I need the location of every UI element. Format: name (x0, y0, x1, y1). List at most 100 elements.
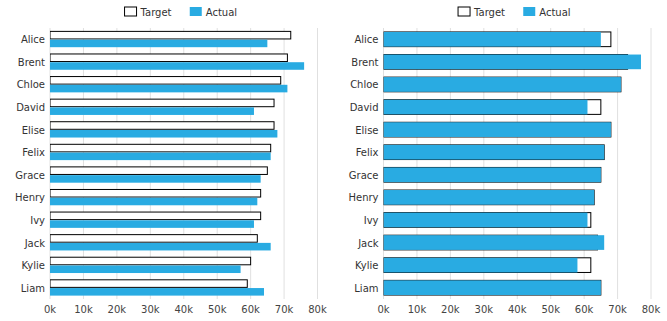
bar (384, 280, 601, 295)
bar (384, 55, 641, 70)
bar (50, 288, 264, 296)
y-tick-label: Jack (357, 238, 379, 249)
legend-swatch (125, 7, 137, 16)
y-tick-label: Alice (354, 34, 378, 45)
bar (50, 198, 257, 206)
y-tick-label: Grace (15, 170, 45, 181)
y-tick-label: David (350, 102, 379, 113)
y-tick-label: Grace (349, 170, 379, 181)
bar (384, 213, 591, 228)
grid-line (317, 28, 318, 299)
legend: Target Actual (458, 7, 571, 18)
y-tick-label: Liam (354, 283, 378, 294)
y-tick-label: Jack (24, 238, 46, 249)
x-tick-label: 20k (441, 304, 460, 315)
x-tick-label: 70k (275, 304, 294, 315)
bar (50, 280, 247, 288)
bar (50, 107, 254, 115)
y-tick-label: Chloe (350, 79, 378, 90)
bar (50, 31, 291, 39)
bar (50, 85, 287, 93)
bar (384, 190, 595, 205)
y-tick-label: David (16, 102, 45, 113)
x-tick-label: 80k (642, 304, 661, 315)
legend-swatch (523, 7, 535, 16)
legend-label: Actual (539, 7, 570, 18)
x-tick-label: 30k (475, 304, 494, 315)
y-tick-label: Kylie (355, 260, 378, 271)
bar (384, 258, 578, 273)
bar (384, 235, 605, 250)
y-tick-label: Liam (21, 283, 45, 294)
legend-label: Actual (206, 7, 237, 18)
bar (384, 100, 588, 115)
bar (50, 62, 304, 70)
bar (384, 145, 605, 160)
y-tick-label: Felix (22, 147, 45, 158)
x-tick-label: 40k (508, 304, 527, 315)
x-tick-label: 0k (377, 304, 389, 315)
legend-swatch (190, 7, 202, 16)
legend-label: Target (473, 7, 505, 18)
y-tick-label: Henry (348, 192, 378, 203)
bar (384, 77, 621, 92)
bar (384, 258, 591, 273)
x-tick-label: 60k (575, 304, 594, 315)
panel: 0k10k20k30k40k50k60k70k80kAliceBrentChlo… (15, 7, 327, 316)
legend: Target Actual (125, 7, 238, 18)
bar (50, 265, 241, 273)
bar (384, 190, 595, 205)
bar (384, 280, 601, 295)
bars (50, 31, 304, 295)
y-tick-label: Ivy (30, 215, 45, 226)
x-tick-label: 40k (174, 304, 193, 315)
bar (50, 40, 267, 48)
bar (50, 99, 274, 107)
bar (384, 32, 601, 47)
bar (50, 243, 271, 251)
legend-label: Target (140, 7, 172, 18)
bar (50, 144, 271, 152)
bar (384, 77, 621, 92)
y-tick-label: Elise (355, 125, 378, 136)
bar (384, 100, 601, 115)
x-tick-label: 50k (541, 304, 560, 315)
y-tick-label: Ivy (364, 215, 379, 226)
bar (50, 212, 261, 220)
panel: 0k10k20k30k40k50k60k70k80kAliceBrentChlo… (348, 7, 660, 316)
bar (384, 167, 601, 182)
bars (384, 32, 641, 295)
legend-swatch (458, 7, 470, 16)
bar (384, 213, 588, 228)
x-tick-label: 10k (408, 304, 427, 315)
grid-line (651, 28, 652, 299)
y-tick-label: Henry (15, 192, 45, 203)
bar (50, 220, 254, 228)
bar (50, 153, 271, 161)
x-tick-label: 80k (308, 304, 327, 315)
bar (384, 167, 601, 182)
bar (50, 189, 261, 197)
bar (384, 145, 605, 160)
y-tick-label: Alice (21, 34, 45, 45)
y-tick-label: Felix (356, 147, 379, 158)
bar (50, 130, 277, 138)
bar (50, 235, 257, 243)
y-tick-label: Brent (18, 57, 45, 68)
y-tick-label: Chloe (17, 79, 45, 90)
bar (50, 167, 267, 175)
bar (384, 122, 611, 137)
x-tick-label: 50k (208, 304, 227, 315)
bar (50, 54, 287, 62)
x-tick-label: 0k (44, 304, 56, 315)
x-tick-label: 60k (241, 304, 260, 315)
x-tick-label: 70k (608, 304, 627, 315)
y-tick-label: Elise (22, 125, 45, 136)
x-tick-label: 10k (74, 304, 93, 315)
bar (50, 257, 251, 265)
figure: 0k 10k 20k 30k 40k 50k 60k 70k 80k Alice Brent Chlo… (0, 0, 667, 321)
bar (384, 32, 611, 47)
bar (50, 122, 274, 130)
x-tick-label: 30k (141, 304, 160, 315)
bar (384, 122, 611, 137)
